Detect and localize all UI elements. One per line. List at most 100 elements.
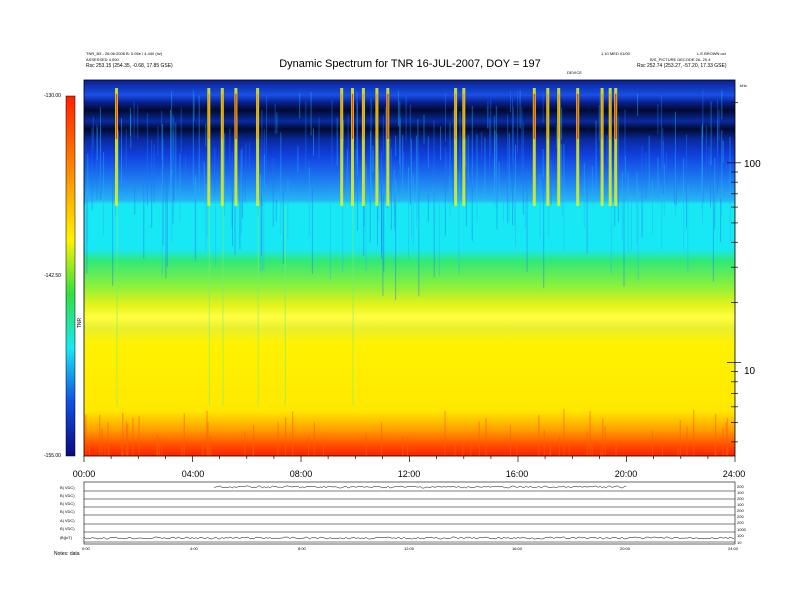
radio-burst	[207, 88, 211, 206]
texture-streak	[512, 107, 514, 188]
texture-streak	[519, 90, 521, 129]
texture-streak	[717, 121, 718, 152]
texture-streak	[710, 157, 711, 207]
low-freq-spike	[725, 421, 727, 456]
texture-streak	[310, 92, 312, 136]
texture-streak	[452, 110, 454, 206]
texture-streak	[336, 117, 338, 166]
texture-streak	[686, 134, 687, 229]
texture-streak	[714, 157, 716, 222]
texture-streak	[487, 100, 489, 129]
texture-streak	[542, 91, 544, 124]
texture-streak	[179, 153, 181, 223]
texture-streak	[631, 194, 632, 252]
header-right-line2: L.E.BROWN.oct	[697, 51, 726, 56]
texture-streak	[663, 163, 665, 217]
texture-streak	[539, 174, 541, 237]
texture-streak	[376, 185, 378, 245]
texture-streak	[329, 191, 331, 280]
low-freq-spike	[322, 439, 325, 456]
low-freq-spike	[516, 443, 518, 456]
faint-streak	[284, 206, 286, 406]
radio-burst	[351, 88, 354, 206]
texture-streak	[198, 95, 200, 200]
texture-streak	[308, 159, 310, 188]
texture-streak	[702, 90, 704, 139]
texture-streak	[411, 138, 412, 239]
radio-burst-core	[235, 94, 237, 139]
low-freq-spike	[156, 434, 159, 456]
texture-streak	[231, 152, 233, 228]
texture-streak	[87, 153, 89, 243]
subpanel-trace	[214, 485, 627, 489]
low-freq-spike	[156, 436, 158, 456]
texture-streak	[702, 173, 704, 202]
texture-streak	[495, 106, 497, 208]
low-freq-spike	[104, 439, 106, 456]
texture-streak	[459, 111, 461, 195]
low-freq-spike	[602, 418, 604, 456]
texture-streak	[194, 198, 196, 259]
texture-streak	[356, 102, 358, 175]
low-freq-spike	[693, 409, 695, 456]
radio-burst	[462, 88, 466, 206]
texture-streak	[299, 93, 301, 119]
texture-streak	[395, 135, 397, 157]
header-right-line4: Rsc 252.74 (253.27, -57.20, 17.33 GSE)	[637, 63, 727, 69]
radio-burst	[532, 88, 536, 206]
subpanel-label: |B|(nT)	[60, 535, 73, 540]
texture-streak	[417, 118, 419, 219]
subpanel-label: B| VDC)	[60, 509, 75, 514]
low-freq-spike	[454, 440, 456, 456]
low-freq-spike	[210, 436, 212, 456]
texture-streak	[297, 146, 299, 174]
low-freq-spike	[125, 421, 128, 456]
radio-burst	[546, 88, 550, 206]
texture-streak	[489, 118, 491, 179]
texture-streak	[161, 183, 163, 276]
texture-streak	[347, 114, 349, 170]
low-freq-spike	[107, 422, 109, 456]
texture-streak	[382, 196, 384, 297]
texture-streak	[487, 105, 489, 129]
texture-streak	[130, 114, 132, 149]
low-freq-spike	[722, 427, 724, 456]
radio-burst	[361, 88, 365, 206]
texture-streak	[423, 114, 425, 144]
texture-streak	[91, 127, 93, 211]
colorbar-tick-mid: -142.50	[44, 273, 61, 279]
low-freq-spike	[615, 440, 617, 456]
texture-streak	[496, 133, 498, 230]
x-tick-label: 16:00	[505, 469, 529, 479]
subpanel-label: A| VDC)	[60, 518, 75, 523]
texture-streak	[249, 142, 251, 171]
radio-burst-core	[558, 94, 560, 139]
texture-streak	[427, 193, 429, 222]
texture-streak	[714, 188, 716, 229]
texture-streak	[390, 148, 392, 230]
x-axis-ticks	[83, 456, 736, 462]
low-freq-spike	[244, 431, 246, 456]
texture-streak	[194, 177, 196, 250]
subpanel-right-tick: 200	[737, 508, 744, 513]
texture-streak	[399, 101, 401, 164]
radio-burst-core	[577, 94, 579, 139]
texture-streak	[308, 167, 310, 238]
texture-streak	[433, 181, 435, 278]
subpanel-trace	[83, 536, 735, 540]
faint-streak	[257, 206, 259, 406]
texture-streak	[282, 189, 284, 264]
radio-burst	[234, 88, 238, 206]
texture-streak	[346, 149, 348, 203]
subpanel-frame	[83, 481, 736, 545]
radio-burst-core	[454, 94, 457, 139]
texture-streak	[408, 167, 409, 259]
texture-streak	[440, 126, 442, 161]
texture-streak	[121, 118, 122, 183]
radio-burst-core	[615, 94, 617, 139]
low-freq-spike	[604, 426, 606, 456]
low-freq-spike	[183, 413, 185, 456]
texture-streak	[722, 140, 724, 163]
radio-burst-core	[547, 94, 549, 139]
faint-streak	[222, 206, 224, 406]
